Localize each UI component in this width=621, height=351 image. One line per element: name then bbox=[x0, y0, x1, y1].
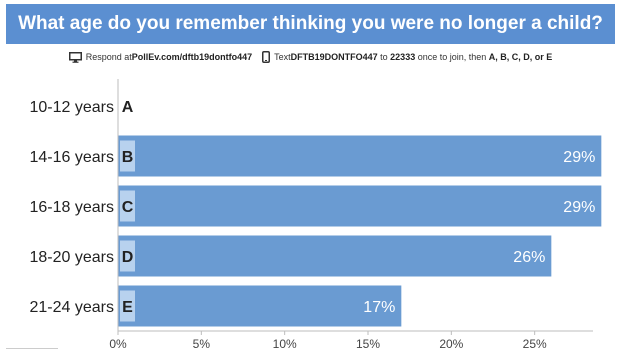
monitor-icon bbox=[68, 51, 82, 63]
x-tick-label: 20% bbox=[439, 337, 463, 351]
category-label: 10-12 years bbox=[30, 99, 115, 116]
text-code: DFTB19DONTFO447 bbox=[290, 52, 378, 62]
option-letter: D bbox=[122, 249, 134, 266]
phone-icon bbox=[262, 51, 271, 63]
text-to: to bbox=[377, 52, 391, 62]
option-letter: A bbox=[122, 99, 134, 116]
option-letter: E bbox=[122, 299, 133, 316]
x-tick-label: 15% bbox=[356, 337, 380, 351]
category-label: 14-16 years bbox=[30, 149, 115, 166]
value-label: 29% bbox=[563, 199, 595, 216]
bar bbox=[118, 185, 602, 227]
letter-badge bbox=[120, 190, 135, 222]
x-tick-label: 0% bbox=[109, 337, 127, 351]
value-label: 26% bbox=[513, 249, 545, 266]
text-suffix: once to join, then bbox=[415, 52, 489, 62]
letter-badge bbox=[120, 290, 135, 322]
x-tick-label: 25% bbox=[523, 337, 547, 351]
text-number: 22333 bbox=[390, 52, 416, 62]
bar bbox=[118, 285, 402, 327]
x-tick-label: 5% bbox=[193, 337, 211, 351]
letter-badge bbox=[120, 240, 135, 272]
category-label: 16-18 years bbox=[30, 199, 115, 216]
respond-url[interactable]: PollEv.com/dftb19dontfo447 bbox=[131, 52, 253, 62]
join-instructions: Respond at PollEv.com/dftb19dontfo447 Te… bbox=[0, 48, 621, 66]
category-label: 18-20 years bbox=[30, 249, 115, 266]
x-tick-label: 10% bbox=[273, 337, 297, 351]
option-letter: B bbox=[122, 149, 134, 166]
text-prefix: Text bbox=[274, 52, 291, 62]
category-label: 21-24 years bbox=[30, 299, 115, 316]
text-options: A, B, C, D, or E bbox=[488, 52, 553, 62]
option-letter: C bbox=[122, 199, 134, 216]
title-bar: What age do you remember thinking you we… bbox=[6, 4, 615, 44]
bar bbox=[118, 235, 552, 277]
respond-prefix: Respond at bbox=[85, 52, 132, 62]
footer-divider bbox=[6, 348, 58, 349]
value-label: 17% bbox=[363, 299, 395, 316]
letter-badge bbox=[120, 140, 135, 172]
poll-title: What age do you remember thinking you we… bbox=[18, 13, 603, 34]
value-label: 29% bbox=[563, 149, 595, 166]
bar bbox=[118, 135, 602, 177]
